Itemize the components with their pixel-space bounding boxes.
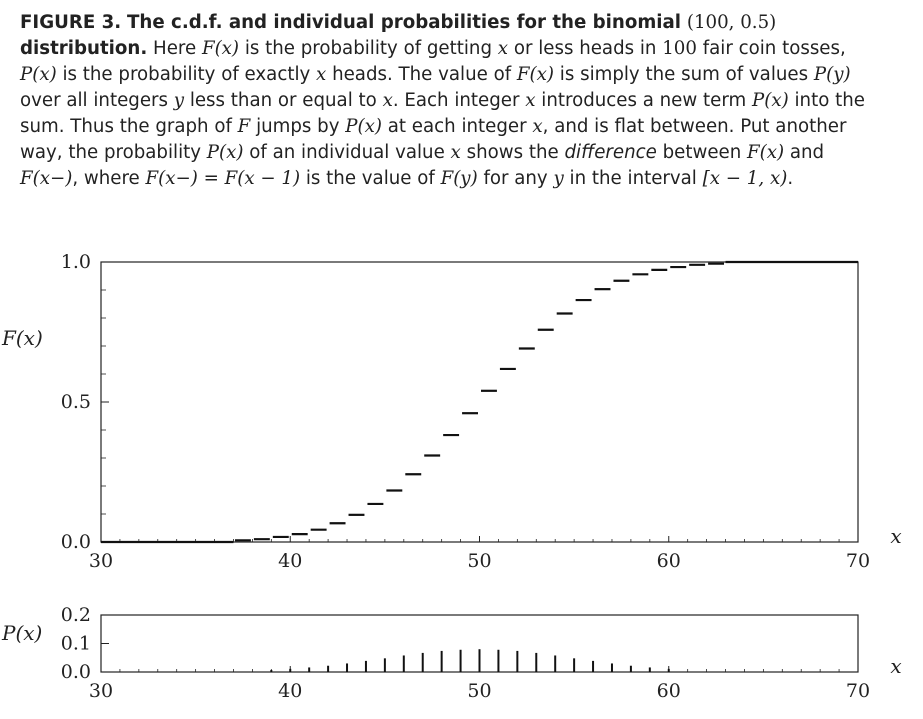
figure-label: FIGURE 3.	[20, 12, 122, 33]
x-tick-label: 40	[278, 680, 302, 702]
cap-s7: fair coin tosses,	[696, 38, 846, 59]
cap-s5: or less heads in	[508, 38, 663, 59]
cap-s25: jumps by	[250, 116, 346, 137]
figure-title-b: distribution.	[20, 38, 148, 59]
cap-s42: F(y)	[440, 168, 478, 189]
cap-s22: P(x)	[752, 90, 789, 111]
cap-s13: is simply the sum of values	[554, 64, 814, 85]
cap-s39: , where	[72, 168, 146, 189]
cap-s9: is the probability of exactly	[56, 64, 317, 85]
cap-s16: y	[173, 90, 185, 111]
cap-s15: over all integers	[20, 90, 174, 111]
cap-s28: x	[532, 116, 543, 137]
cap-s17: less than or equal to	[184, 90, 383, 111]
cap-s12: F(x)	[516, 64, 554, 85]
plot-frame	[100, 261, 859, 543]
cap-s19: . Each integer	[392, 90, 526, 111]
x-tick-label: 70	[846, 680, 870, 702]
cap-s35: between	[656, 142, 748, 163]
cap-s21: introduces a new term	[535, 90, 753, 111]
cap-s44: y	[553, 168, 564, 189]
figure-caption: FIGURE 3. The c.d.f. and individual prob…	[20, 10, 886, 192]
cap-s20: x	[525, 90, 536, 111]
x-tick-label: 50	[467, 680, 491, 702]
x-tick-label: 50	[467, 550, 491, 572]
figure-title-a: The c.d.f. and individual probabilities …	[127, 12, 682, 33]
cap-s10: x	[316, 64, 327, 85]
cap-s36: F(x)	[747, 142, 785, 163]
cap-s18: x	[382, 90, 393, 111]
x-tick-label: 40	[278, 550, 302, 572]
cap-s46: [x − 1, x)	[702, 168, 788, 189]
cap-s31: of an individual value	[243, 142, 451, 163]
cap-s47: .	[787, 168, 794, 189]
y-tick-label: 0.0	[61, 531, 91, 553]
cap-s8: P(x)	[20, 64, 57, 85]
y-tick-label: 0.5	[61, 391, 91, 413]
cap-s23: into the sum. Thus the graph of	[20, 90, 865, 137]
cap-s1: Here	[147, 38, 197, 59]
x-axis-label: x	[890, 654, 901, 678]
figure-title-params: (100, 0.5)	[686, 12, 777, 33]
cap-s26: P(x)	[345, 116, 382, 137]
cap-s27: at each integer	[381, 116, 533, 137]
x-tick-label: 30	[89, 680, 113, 702]
cdf-panel: 30 40 50 60 70 0.0 0.5 1.0 F(x) x	[1, 251, 902, 572]
cap-s41: is the value of	[300, 168, 441, 189]
cap-s37: and	[784, 142, 825, 163]
cap-s45: in the interval	[563, 168, 703, 189]
y-axis-label: P(x)	[1, 621, 42, 645]
pmf-panel: 30 40 50 60 70 0.0 0.1 0.2 P(x) x	[1, 604, 902, 702]
cap-s33: shows the	[460, 142, 565, 163]
cap-s24: F	[237, 116, 251, 137]
cap-s30: P(x)	[206, 142, 244, 163]
x-tick-label: 30	[89, 550, 113, 572]
x-tick-label: 60	[657, 680, 681, 702]
cap-s29: , and is flat between. Put another way, …	[20, 116, 847, 163]
cap-s4: x	[497, 38, 509, 59]
y-tick-label: 1.0	[61, 251, 91, 273]
y-tick-label: 0.2	[61, 604, 91, 626]
cap-s3: is the probability of getting	[239, 38, 498, 59]
cap-s32: x	[450, 142, 461, 163]
y-tick-label: 0.0	[61, 661, 91, 683]
x-tick-label: 60	[657, 550, 681, 572]
cap-s14: P(y)	[813, 64, 851, 85]
x-tick-label: 70	[846, 550, 870, 572]
x-axis-label: x	[890, 524, 901, 548]
cap-s40: F(x−) = F(x − 1)	[145, 168, 301, 189]
cap-s34: difference	[564, 142, 657, 163]
cap-s43: for any	[477, 168, 554, 189]
cap-s2: F(x)	[201, 38, 240, 59]
y-axis-label: F(x)	[1, 326, 43, 350]
cap-s38: F(x−)	[20, 168, 73, 189]
cap-s11: heads. The value of	[326, 64, 517, 85]
cap-s6: 100	[662, 38, 697, 59]
y-tick-label: 0.1	[61, 633, 91, 655]
